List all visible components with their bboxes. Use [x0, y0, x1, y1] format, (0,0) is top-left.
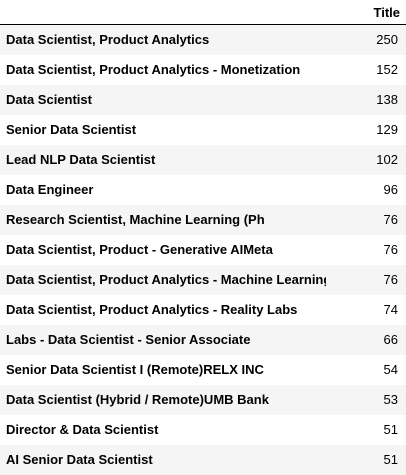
row-label: Lead NLP Data Scientist [6, 152, 156, 167]
row-value: 51 [383, 422, 398, 437]
table-row: AI Senior Data Scientist 51 [0, 444, 406, 475]
table-row: Data Scientist, Product Analytics - Mach… [0, 264, 406, 295]
row-label: Data Scientist, Product Analytics - Mone… [6, 62, 301, 77]
row-value: 66 [383, 332, 398, 347]
row-value: 129 [376, 122, 398, 137]
row-value: 74 [383, 302, 398, 317]
table-row: Data Engineer 96 [0, 174, 406, 205]
title-column-header: Title [326, 0, 406, 25]
row-label: AI Senior Data Scientist [6, 452, 153, 467]
row-value: 54 [383, 362, 398, 377]
row-label: Data Scientist [6, 92, 92, 107]
row-value: 152 [376, 62, 398, 77]
row-label: Labs - Data Scientist - Senior Associate [6, 332, 251, 347]
index-column-header [0, 0, 326, 25]
table-row: Research Scientist, Machine Learning (Ph… [0, 204, 406, 235]
table-row: Data Scientist, Product Analytics - Mone… [0, 54, 406, 85]
table-row: Director & Data Scientist 51 [0, 414, 406, 445]
table-row: Lead NLP Data Scientist 102 [0, 144, 406, 175]
table-row: Data Scientist 138 [0, 84, 406, 115]
row-value: 138 [376, 92, 398, 107]
row-value: 96 [383, 182, 398, 197]
row-label: Data Scientist, Product - Generative AIM… [6, 242, 273, 257]
row-label: Data Scientist, Product Analytics [6, 32, 210, 48]
row-label: Research Scientist, Machine Learning (Ph [6, 212, 265, 227]
row-label: Data Scientist (Hybrid / Remote)UMB Bank [6, 392, 269, 407]
row-label: Data Engineer [6, 182, 94, 197]
row-label: Data Scientist, Product Analytics - Real… [6, 302, 298, 317]
row-value: 53 [383, 392, 398, 407]
row-value: 51 [383, 452, 398, 467]
row-label: Senior Data Scientist [6, 122, 137, 137]
row-label: Data Scientist, Product Analytics - Mach… [6, 272, 326, 287]
table-row: Data Scientist, Product Analytics 250 [0, 24, 406, 55]
row-value: 76 [383, 272, 398, 287]
row-value: 76 [383, 242, 398, 257]
table-row: Data Scientist, Product - Generative AIM… [0, 234, 406, 265]
table-row: Data Scientist (Hybrid / Remote)UMB Bank… [0, 384, 406, 415]
row-label: Director & Data Scientist [6, 422, 159, 437]
row-value: 102 [376, 152, 398, 167]
table-row: Senior Data Scientist I (Remote)RELX INC… [0, 354, 406, 385]
table-row: Senior Data Scientist 129 [0, 114, 406, 145]
row-label: Senior Data Scientist I (Remote)RELX INC [6, 362, 264, 377]
row-value: 250 [376, 32, 398, 48]
table-body: Data Scientist, Product Analytics 250 Da… [0, 24, 406, 475]
table-row: Labs - Data Scientist - Senior Associate… [0, 324, 406, 355]
header-row: Title [0, 0, 406, 25]
table-row: Data Scientist, Product Analytics - Real… [0, 294, 406, 325]
row-value: 76 [383, 212, 398, 227]
table-header: Title [0, 0, 406, 25]
